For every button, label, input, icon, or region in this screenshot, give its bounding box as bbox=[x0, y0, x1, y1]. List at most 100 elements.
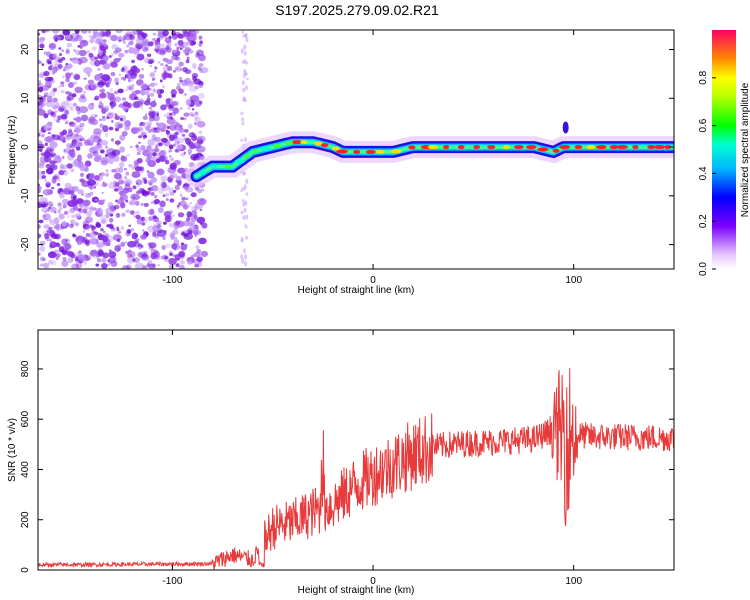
spectrogram-noise-dot bbox=[111, 43, 118, 50]
spectrogram-noise-dot bbox=[161, 85, 166, 89]
spectrogram-noise-dot bbox=[108, 217, 114, 223]
spectrogram-noise-dot bbox=[145, 91, 150, 96]
spectrogram-noise-dot bbox=[102, 235, 109, 243]
spectrogram-noise-dot bbox=[113, 96, 122, 103]
spectrogram-noise-dot bbox=[176, 180, 182, 186]
spectrogram-noise-dot bbox=[81, 193, 85, 196]
spectrogram-noise-dot bbox=[120, 155, 128, 162]
spectrogram-noise-dot bbox=[134, 166, 142, 172]
spectrogram-noise-dot bbox=[146, 170, 150, 174]
spectrogram-noise-dot bbox=[87, 79, 95, 85]
spectrogram-noise-dot bbox=[46, 127, 52, 131]
spectrogram-noise-dot bbox=[131, 171, 141, 178]
spectrogram-noise-dot bbox=[43, 51, 47, 55]
spectrogram-noise-dot bbox=[102, 230, 106, 234]
spectrogram-noise-dot bbox=[41, 170, 46, 175]
spectrogram-noise-dot bbox=[176, 144, 183, 151]
spectrogram-noise-dot bbox=[151, 78, 156, 82]
spectrogram-noise-dot bbox=[186, 41, 192, 46]
spectrogram-noise-dot bbox=[53, 87, 58, 92]
spectrogram-noise-dot bbox=[115, 47, 122, 53]
spectrogram-noise-dot bbox=[148, 106, 153, 110]
spectrogram-noise-dot bbox=[159, 255, 164, 260]
spectrogram-noise-dot bbox=[92, 253, 98, 259]
spectrogram-noise-dot bbox=[188, 85, 198, 93]
spectrogram-noise-dot bbox=[88, 30, 92, 34]
spectrogram-noise-dot bbox=[55, 223, 61, 230]
spectrogram-noise-dot bbox=[148, 111, 156, 119]
spectrogram-noise-dot bbox=[157, 122, 167, 130]
spectrogram-noise-dot bbox=[68, 149, 76, 157]
spectrogram-noise-dot bbox=[43, 202, 46, 205]
spectrogram-noise-dot bbox=[83, 90, 87, 94]
spectrogram-noise-dot bbox=[157, 50, 163, 56]
spectrogram-noise-dot bbox=[176, 141, 180, 144]
spectrogram-noise-dot bbox=[153, 114, 160, 122]
spectrogram-noise-dot bbox=[108, 262, 111, 265]
spectrogram-noise-dot bbox=[64, 242, 72, 250]
spectrogram-noise-dot bbox=[174, 123, 183, 130]
spectrogram-noise-dot bbox=[102, 118, 106, 121]
spectrogram-noise-dot bbox=[109, 88, 114, 93]
spectrogram-noise-dot bbox=[152, 37, 156, 41]
spectrogram-noise-dot bbox=[177, 212, 185, 218]
spectrogram-noise-dot bbox=[183, 232, 194, 240]
spectrogram-noise-dot bbox=[105, 207, 115, 215]
spectrogram-noise-dot bbox=[110, 152, 117, 157]
spectrogram-noise-dot bbox=[69, 144, 74, 149]
spectrogram-noise-dot bbox=[124, 89, 128, 92]
spectrogram-noise-dot bbox=[78, 106, 89, 114]
spectrogram-noise-dot bbox=[175, 65, 182, 73]
spectrogram-noise-dot bbox=[157, 43, 160, 47]
spectrogram-noise-dot bbox=[125, 241, 128, 244]
spectrogram-noise-dot bbox=[197, 138, 201, 142]
spectrogram-noise-dot bbox=[149, 72, 156, 78]
spectrogram-noise-dot bbox=[142, 115, 148, 121]
spectrogram-noise-dot bbox=[53, 61, 57, 65]
spectrogram-noise-dot bbox=[240, 48, 244, 54]
colorbar bbox=[712, 30, 736, 269]
spectrogram-noise-dot bbox=[188, 152, 191, 156]
spectrogram-noise-dot bbox=[80, 93, 86, 99]
spectrogram-noise-dot bbox=[184, 93, 187, 96]
spectrogram-noise-dot bbox=[123, 178, 133, 186]
spectrogram-noise-dot bbox=[243, 137, 247, 143]
spectrogram-noise-dot bbox=[157, 94, 162, 99]
spectrogram-noise-dot bbox=[154, 194, 158, 199]
spectrogram-noise-dot bbox=[174, 184, 180, 191]
spectrogram-noise-dot bbox=[121, 265, 130, 269]
spectrogram-noise-dot bbox=[147, 59, 153, 65]
spectrogram-ridge bbox=[185, 121, 674, 188]
spectrogram-noise-dot bbox=[66, 163, 73, 169]
ridge-hotspot bbox=[243, 153, 251, 158]
spectrogram-noise-dot bbox=[41, 30, 46, 33]
spectrogram-noise-dot bbox=[155, 122, 159, 125]
spectrogram-noise-dot bbox=[110, 61, 118, 68]
spectrogram-noise-dot bbox=[118, 73, 121, 77]
spectrogram-noise-dot bbox=[174, 67, 179, 71]
spectrogram-noise-dot bbox=[168, 264, 175, 269]
spectrogram-noise-dot bbox=[133, 96, 139, 100]
spectrogram-noise-dot bbox=[168, 149, 173, 153]
spectrogram-noise-dot bbox=[38, 32, 41, 36]
spectrogram-noise-dot bbox=[174, 43, 178, 47]
spectrogram-noise-dot bbox=[66, 94, 74, 101]
spectrogram-noise-dot bbox=[130, 193, 140, 201]
spectrogram-noise-dot bbox=[198, 154, 205, 161]
spectrogram-noise-dot bbox=[162, 236, 166, 240]
spectrogram-noise-dot bbox=[105, 145, 108, 149]
spectrogram-noise-dot bbox=[87, 179, 97, 186]
spectrogram-noise-dot bbox=[67, 199, 78, 208]
spectrogram-x-tick-label: -100 bbox=[162, 275, 182, 286]
ridge-hotspot bbox=[609, 145, 619, 150]
spectrogram-noise-dot bbox=[155, 158, 161, 164]
spectrogram-noise-dot bbox=[67, 102, 73, 110]
spectrogram-noise-dot bbox=[194, 145, 197, 149]
spectrogram-noise-dot bbox=[120, 241, 126, 247]
spectrogram-noise-dot bbox=[125, 250, 130, 255]
spectrogram-noise-dot bbox=[165, 46, 172, 53]
ridge-hotspot bbox=[427, 145, 439, 150]
spectrogram-noise-dot bbox=[159, 79, 163, 83]
spectrogram-noise-dot bbox=[157, 263, 161, 267]
spectrogram-noise-dot bbox=[165, 44, 170, 51]
